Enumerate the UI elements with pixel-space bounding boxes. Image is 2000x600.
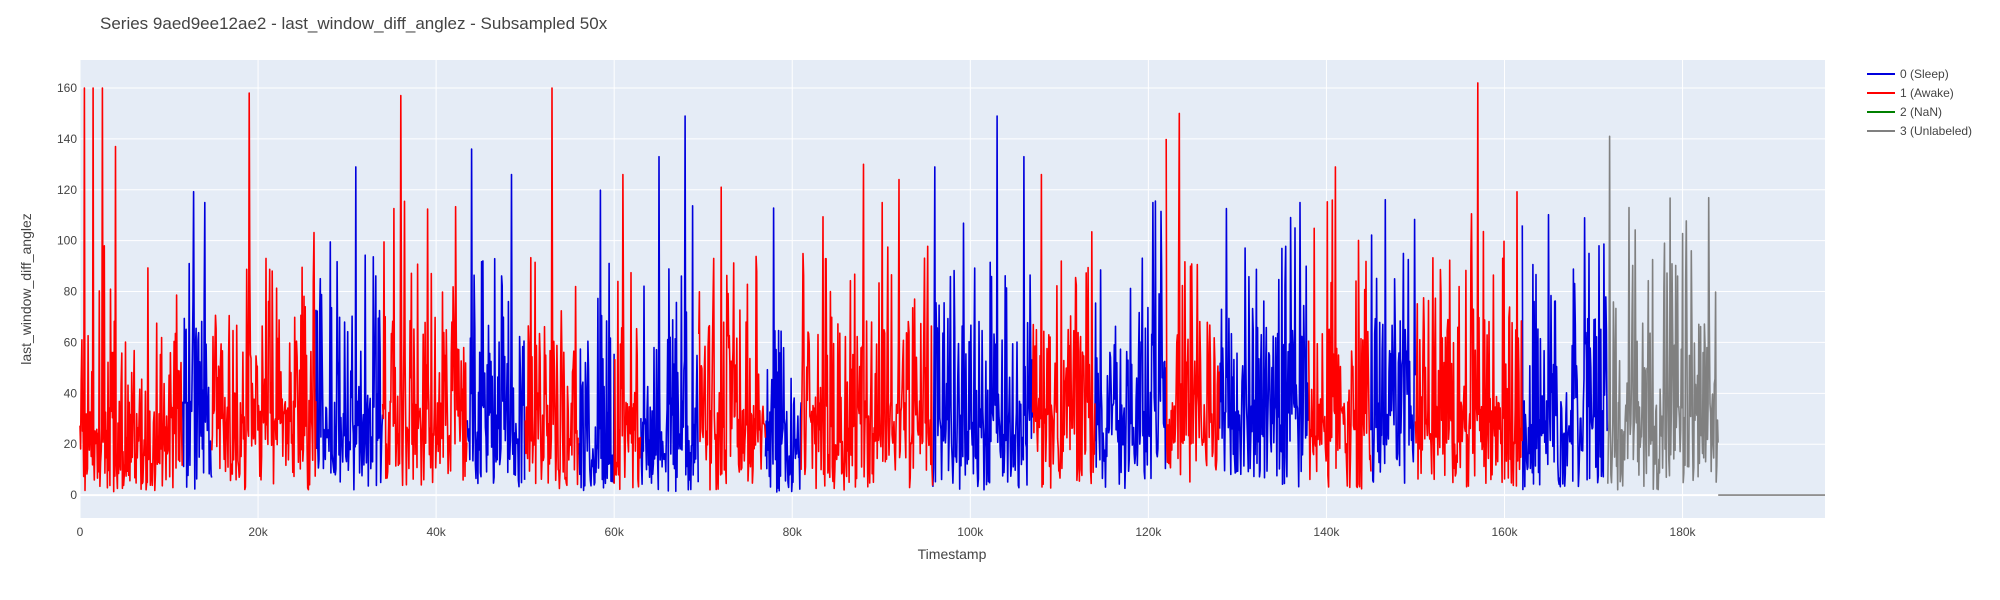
legend-item-label: 0 (Sleep) [1900,67,1949,81]
y-tick-label: 40 [64,386,78,400]
series-line [181,190,213,490]
series-line [1094,200,1167,490]
series-line [1370,198,1416,484]
x-tick-label: 160k [1491,525,1518,539]
series-line [613,173,642,491]
x-axis-label: Timestamp [918,546,987,562]
y-axis-ticks: 0 20 40 60 80 100 120 140 160 [57,81,77,502]
series-line [79,87,183,493]
legend: 0 (Sleep) 1 (Awake) 2 (NaN) 3 (Unlabeled) [1867,67,1972,138]
series-line [698,186,767,491]
series-line [211,92,317,491]
x-axis-ticks: 0 20k 40k 60k 80k 100k 120k 140k 160k 180k [77,525,1697,539]
x-tick-label: 60k [605,525,625,539]
chart-title: Series 9aed9ee12ae2 - last_window_diff_a… [100,14,608,33]
series-line [1307,166,1372,490]
y-tick-label: 60 [64,335,78,349]
x-tick-label: 40k [426,525,446,539]
series-line [466,148,526,488]
x-tick-label: 80k [783,525,803,539]
series-line [932,115,1034,491]
y-tick-label: 80 [64,285,78,299]
series-line [524,87,579,490]
series-line [1218,201,1309,488]
series-line [315,166,384,491]
series-line [1607,135,1719,491]
x-tick-label: 120k [1135,525,1162,539]
y-tick-label: 100 [57,234,77,248]
series-line [764,207,802,493]
y-tick-label: 160 [57,81,77,95]
series-line [1165,112,1220,483]
x-tick-label: 20k [248,525,268,539]
y-tick-label: 140 [57,132,77,146]
legend-item-label: 3 (Unlabeled) [1900,124,1972,138]
legend-item-label: 1 (Awake) [1900,86,1954,100]
series-line [800,163,934,491]
x-tick-label: 180k [1670,525,1697,539]
series-line [1521,213,1609,491]
series-layer [79,82,1825,496]
y-tick-label: 20 [64,437,78,451]
x-tick-label: 140k [1313,525,1340,539]
series-line [1414,82,1523,488]
series-line [381,94,468,487]
legend-item-label: 2 (NaN) [1900,105,1942,119]
y-tick-label: 120 [57,183,77,197]
series-line [577,189,615,492]
x-tick-label: 100k [957,525,984,539]
x-tick-label: 0 [77,525,84,539]
series-line [640,115,699,493]
y-axis-label: last_window_diff_anglez [18,213,34,365]
y-tick-label: 0 [70,488,77,502]
series-line [1031,173,1096,489]
